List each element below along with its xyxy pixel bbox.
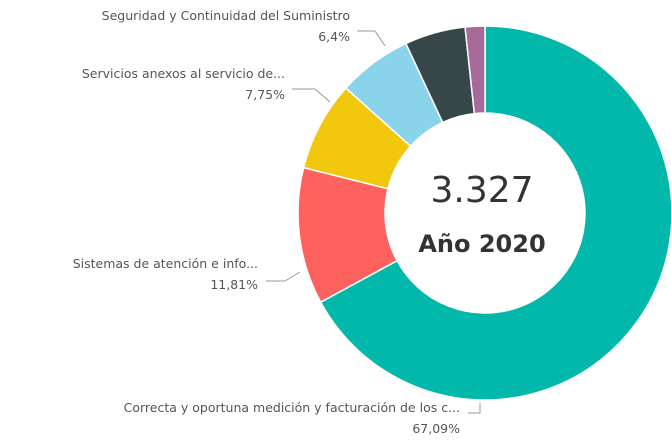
- leader-line: [357, 30, 386, 47]
- slice-label: Seguridad y Continuidad del Suministro: [102, 8, 350, 23]
- slice-label: Sistemas de atención e info...: [73, 256, 258, 271]
- slice-value-label: 11,81%: [210, 277, 258, 292]
- donut-slice: [319, 25, 671, 401]
- slice-value-label: 7,75%: [245, 87, 285, 102]
- slice-label: Servicios anexos al servicio de...: [82, 66, 285, 81]
- leader-line: [468, 403, 481, 414]
- leader-line: [292, 88, 331, 103]
- donut-slice: [464, 25, 486, 115]
- leader-line: [266, 271, 301, 282]
- center-value: 3.327: [430, 170, 533, 211]
- slice-label: Correcta y oportuna medición y facturaci…: [124, 400, 460, 415]
- slice-value-label: 6,4%: [318, 29, 350, 44]
- slice-value-label: 67,09%: [412, 421, 460, 436]
- center-label: Año 2020: [418, 230, 545, 258]
